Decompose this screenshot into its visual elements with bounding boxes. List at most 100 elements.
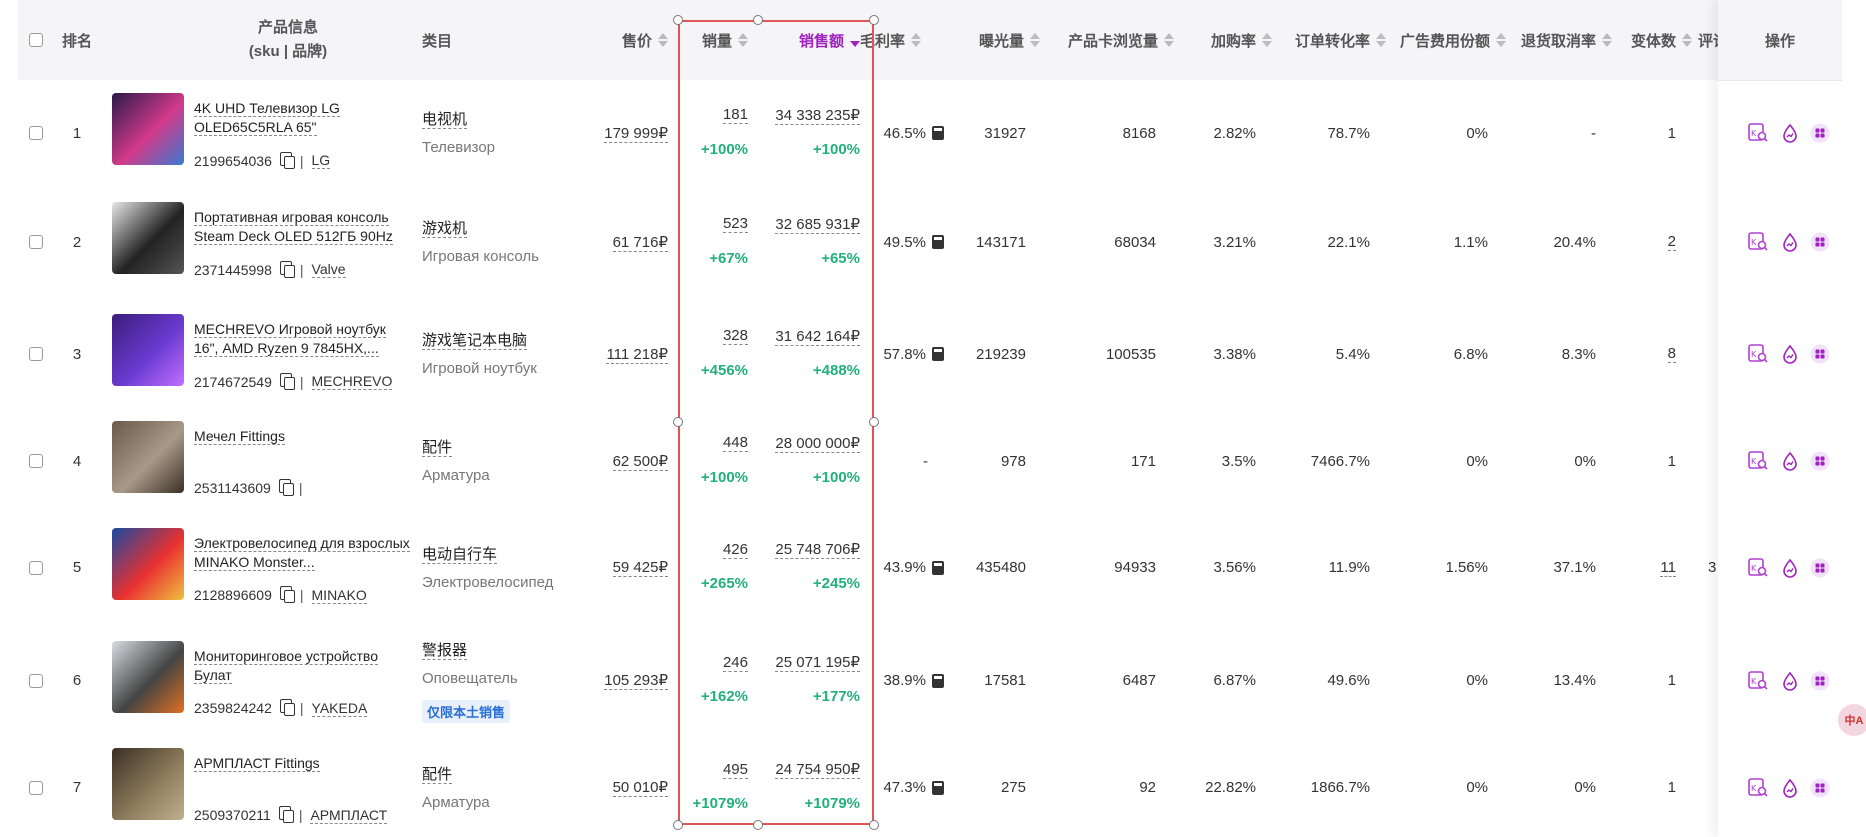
category-link[interactable]: 电动自行车 [422, 543, 498, 564]
calculator-icon[interactable] [932, 780, 944, 795]
category-link[interactable]: 游戏笔记本电脑 [422, 329, 528, 350]
header-order-conv[interactable]: 订单转化率 [1280, 0, 1386, 80]
grid-apps-icon[interactable] [1810, 123, 1830, 143]
resize-handle[interactable] [869, 417, 879, 427]
header-card-views[interactable]: 产品卡浏览量 [1048, 0, 1174, 80]
header-variants[interactable]: 变体数 [1618, 0, 1692, 80]
brand-link[interactable]: YAKEDA [311, 699, 368, 717]
header-gross-margin[interactable]: 毛利率 [860, 0, 922, 80]
header-ad-share[interactable]: 广告费用份额 [1392, 0, 1506, 80]
traffic-drop-icon[interactable] [1780, 344, 1800, 364]
copy-icon[interactable] [279, 260, 295, 278]
row-checkbox[interactable] [29, 126, 43, 140]
keyword-search-icon[interactable]: K [1748, 232, 1768, 252]
copy-icon[interactable] [279, 151, 295, 169]
row-checkbox[interactable] [29, 454, 43, 468]
resize-handle[interactable] [869, 820, 879, 830]
row-checkbox[interactable] [29, 673, 43, 688]
category-link[interactable]: 电视机 [422, 108, 468, 129]
traffic-drop-icon[interactable] [1780, 558, 1800, 578]
resize-handle[interactable] [869, 15, 879, 25]
calculator-icon[interactable] [932, 673, 944, 688]
resize-handle[interactable] [673, 15, 683, 25]
card-views-cell: 6487 [1122, 672, 1156, 689]
header-return-rate[interactable]: 退货取消率 [1512, 0, 1612, 80]
category-link[interactable]: 配件 [422, 436, 453, 457]
brand-link[interactable]: MINAKO [311, 586, 367, 604]
table-row: 3 MECHREVO Игровой ноутбук 16", AMD Ryzen… [18, 298, 1842, 411]
product-name-link[interactable]: АРМПЛАСТ Fittings [194, 754, 414, 773]
row-checkbox[interactable] [29, 347, 43, 361]
calculator-icon[interactable] [932, 126, 944, 140]
variants-cell[interactable]: 11 [1618, 512, 1676, 623]
copy-icon[interactable] [279, 586, 295, 603]
row-checkbox[interactable] [29, 235, 43, 249]
category-link[interactable]: 配件 [422, 763, 453, 784]
keyword-search-icon[interactable]: K [1748, 344, 1768, 364]
product-thumbnail[interactable] [112, 527, 184, 600]
product-thumbnail[interactable] [112, 421, 184, 493]
resize-handle[interactable] [753, 820, 763, 830]
sales-qty-value: 328 [722, 327, 748, 345]
resize-handle[interactable] [673, 820, 683, 830]
header-price[interactable]: 售价 [578, 0, 668, 80]
grid-apps-icon[interactable] [1810, 232, 1830, 252]
grid-apps-icon[interactable] [1810, 671, 1830, 691]
header-add-rate[interactable]: 加购率 [1180, 0, 1272, 80]
order-conv-cell: 7466.7% [1310, 452, 1370, 470]
row-checkbox[interactable] [29, 560, 43, 575]
row-checkbox[interactable] [29, 780, 43, 795]
variants-cell[interactable]: 2 [1618, 186, 1676, 298]
keyword-search-icon[interactable]: K [1748, 451, 1768, 471]
calculator-icon[interactable] [932, 347, 944, 361]
variants-cell[interactable]: 8 [1618, 298, 1676, 410]
product-thumbnail[interactable] [112, 747, 184, 820]
product-name-link[interactable]: Электровелосипед для взрослых MINAKO Mon… [194, 534, 414, 572]
calculator-icon[interactable] [932, 235, 944, 249]
brand-link[interactable]: Valve [311, 261, 346, 278]
translate-button[interactable]: 中A [1838, 704, 1866, 736]
traffic-drop-icon[interactable] [1780, 451, 1800, 471]
product-name-link[interactable]: Мечел Fittings [194, 427, 414, 446]
header-impressions[interactable]: 曝光量 [938, 0, 1040, 80]
traffic-drop-icon[interactable] [1780, 671, 1800, 691]
resize-handle[interactable] [753, 15, 763, 25]
keyword-search-icon[interactable]: K [1748, 557, 1768, 578]
brand-link[interactable]: MECHREVO [311, 373, 393, 390]
category-link[interactable]: 警报器 [422, 639, 468, 660]
product-thumbnail[interactable] [112, 640, 184, 713]
copy-icon[interactable] [278, 479, 294, 496]
sales-amount-value: 32 685 931₽ [775, 215, 860, 234]
product-name: Мониторинговое устройство Булат [194, 647, 378, 684]
header-sales-amount[interactable]: 销售额 [758, 0, 860, 80]
traffic-drop-icon[interactable] [1780, 123, 1800, 143]
copy-icon[interactable] [279, 699, 295, 716]
copy-icon[interactable] [278, 806, 294, 823]
header-sales-qty[interactable]: 销量 [678, 0, 748, 80]
product-thumbnail[interactable] [112, 314, 184, 386]
traffic-drop-icon[interactable] [1780, 778, 1800, 798]
product-name-link[interactable]: MECHREVO Игровой ноутбук 16", AMD Ryzen … [194, 320, 414, 358]
resize-handle[interactable] [673, 417, 683, 427]
traffic-drop-icon[interactable] [1780, 232, 1800, 252]
reviews-cell: 3 [1708, 559, 1717, 576]
grid-apps-icon[interactable] [1810, 558, 1830, 578]
header-sales-amount-label: 销售额 [798, 32, 844, 50]
product-thumbnail[interactable] [112, 202, 184, 274]
grid-apps-icon[interactable] [1810, 778, 1830, 798]
keyword-search-icon[interactable]: K [1748, 123, 1768, 143]
brand-link[interactable]: LG [311, 152, 331, 169]
grid-apps-icon[interactable] [1810, 451, 1830, 471]
category-link[interactable]: 游戏机 [422, 217, 468, 238]
calculator-icon[interactable] [932, 560, 944, 575]
copy-icon[interactable] [279, 372, 295, 390]
grid-apps-icon[interactable] [1810, 344, 1830, 364]
keyword-search-icon[interactable]: K [1748, 670, 1768, 691]
product-name-link[interactable]: Портативная игровая консоль Steam Deck O… [194, 208, 414, 246]
product-name-link[interactable]: Мониторинговое устройство Булат [194, 647, 414, 685]
brand-link[interactable]: АРМПЛАСТ [310, 806, 388, 824]
product-thumbnail[interactable] [112, 93, 184, 165]
select-all-checkbox[interactable] [29, 33, 43, 47]
keyword-search-icon[interactable]: K [1748, 777, 1768, 798]
product-name-link[interactable]: 4K UHD Телевизор LG OLED65C5RLA 65" [194, 99, 414, 137]
